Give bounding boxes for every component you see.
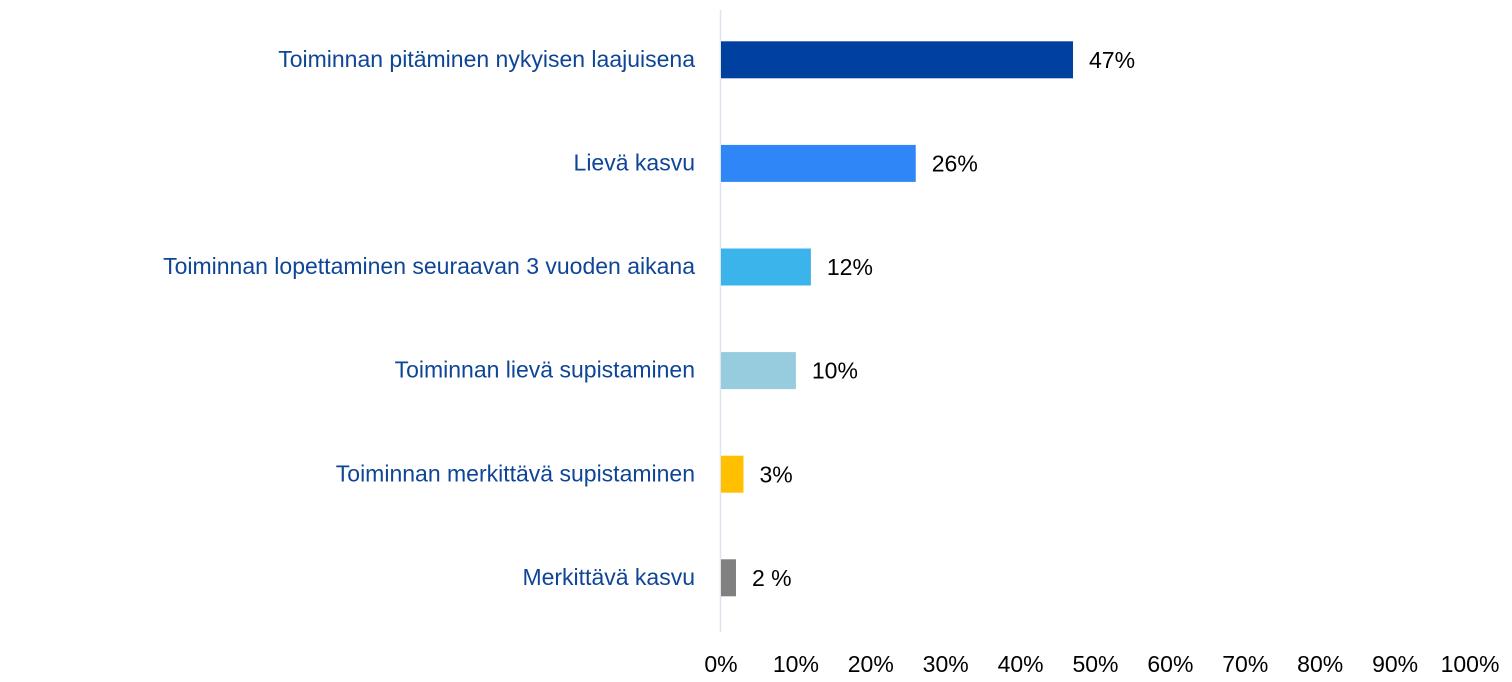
data-label: 3% bbox=[759, 461, 792, 487]
data-label: 12% bbox=[827, 254, 873, 280]
data-label: 26% bbox=[932, 150, 978, 176]
category-label: Toiminnan merkittävä supistaminen bbox=[336, 460, 695, 486]
category-label: Toiminnan pitäminen nykyisen laajuisena bbox=[278, 46, 695, 72]
x-tick-label: 60% bbox=[1147, 651, 1193, 677]
data-label: 47% bbox=[1089, 47, 1135, 73]
bar bbox=[721, 144, 916, 182]
x-tick-label: 0% bbox=[704, 651, 737, 677]
x-tick-label: 70% bbox=[1222, 651, 1268, 677]
category-label: Toiminnan lopettaminen seuraavan 3 vuode… bbox=[163, 253, 695, 279]
category-label: Merkittävä kasvu bbox=[522, 564, 695, 590]
x-tick-label: 10% bbox=[773, 651, 819, 677]
x-tick-label: 50% bbox=[1072, 651, 1118, 677]
x-tick-label: 80% bbox=[1297, 651, 1343, 677]
bar bbox=[721, 41, 1074, 79]
category-label: Toiminnan lievä supistaminen bbox=[395, 357, 695, 383]
bar bbox=[721, 455, 744, 493]
x-tick-label: 100% bbox=[1441, 651, 1500, 677]
bar bbox=[721, 559, 736, 597]
x-tick-label: 40% bbox=[998, 651, 1044, 677]
bar bbox=[721, 248, 811, 286]
x-tick-label: 90% bbox=[1372, 651, 1418, 677]
x-tick-label: 30% bbox=[923, 651, 969, 677]
bar bbox=[721, 352, 796, 390]
category-label: Lievä kasvu bbox=[574, 149, 695, 175]
data-label: 10% bbox=[812, 358, 858, 384]
data-label: 2 % bbox=[752, 565, 792, 591]
x-tick-label: 20% bbox=[848, 651, 894, 677]
